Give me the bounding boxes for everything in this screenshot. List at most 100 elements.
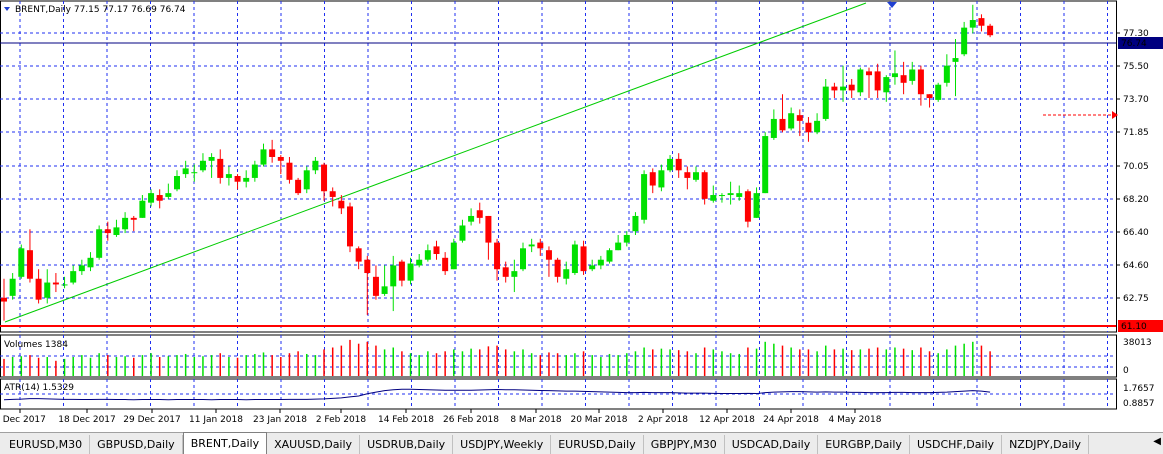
candle-body	[52, 282, 59, 285]
candle-body	[355, 248, 362, 262]
chart-tab[interactable]: EURUSD,Daily	[551, 435, 644, 454]
candle-body	[848, 84, 855, 91]
chart-tab[interactable]: GBPJPY,M30	[644, 435, 725, 454]
price-tick-label: 75.50	[1123, 62, 1149, 72]
trend-line	[4, 2, 867, 323]
chart-tab[interactable]: NZDJPY,Daily	[1002, 435, 1089, 454]
candle-body	[693, 172, 699, 180]
support-price-label: 61.10	[1121, 322, 1147, 332]
candle-body	[104, 229, 111, 234]
chart-canvas[interactable]: 77.30 75.50 73.70 71.85 70.05 68.20 66.40 64.60…	[0, 0, 1163, 432]
candle-body	[225, 174, 232, 178]
candle-body	[87, 257, 94, 268]
price-tick-label: 66.40	[1123, 228, 1149, 238]
candle-body	[909, 69, 916, 81]
chart-tab[interactable]: USDCAD,Daily	[725, 435, 819, 454]
candle-body	[762, 136, 769, 194]
chart-menu-icon	[4, 7, 10, 11]
candle-body	[338, 200, 345, 209]
candle-body	[442, 257, 449, 272]
candle-body	[900, 75, 907, 83]
time-tick-label: 12 Apr 2018	[699, 415, 755, 425]
price-tick-label: 64.60	[1123, 261, 1149, 271]
candle-body	[943, 65, 950, 83]
chart-tab[interactable]: USDRUB,Daily	[360, 435, 454, 454]
time-tick-label: 23 Jan 2018	[253, 415, 307, 425]
chart-tab[interactable]: EURGBP,Daily	[818, 435, 910, 454]
candle-body	[822, 86, 829, 119]
candle-body	[563, 269, 570, 279]
candle-body	[589, 265, 596, 270]
price-tick-label: 70.05	[1123, 162, 1149, 172]
price-tick-label: 71.85	[1123, 128, 1149, 138]
candle-body	[130, 217, 137, 220]
price-tick-label: 62.75	[1123, 294, 1149, 304]
candle-body	[537, 242, 544, 249]
candle-body	[381, 286, 388, 294]
candle-body	[260, 149, 267, 165]
time-tick-label: 11 Jan 2018	[189, 415, 243, 425]
candle-body	[494, 242, 501, 270]
candle-body	[364, 259, 371, 274]
candle-body	[303, 170, 310, 190]
support-price-tag	[1118, 320, 1163, 332]
candle-body	[433, 246, 440, 255]
candle-body	[35, 278, 42, 300]
time-tick-label: 2 Feb 2018	[316, 415, 367, 425]
price-tick-label: 73.70	[1123, 95, 1149, 105]
candle-body	[520, 248, 526, 270]
candle-body	[545, 250, 552, 260]
candle-body	[390, 265, 397, 287]
chart-tab[interactable]: XAUUSD,Daily	[267, 435, 361, 454]
candle-body	[796, 115, 803, 121]
candle-body	[329, 191, 336, 197]
candle-body	[18, 248, 25, 277]
chart-tab[interactable]: BRENT,Daily	[182, 432, 268, 454]
candle-body	[658, 170, 665, 188]
candle-body	[571, 244, 578, 274]
chart-tab[interactable]: EURUSD,M30	[2, 435, 91, 454]
atr-line	[3, 388, 991, 401]
candle-body	[554, 259, 561, 277]
candle-body	[744, 191, 751, 222]
chart-tab[interactable]: USDCHF,Daily	[910, 435, 1003, 454]
candle-body	[857, 69, 864, 93]
candle-body	[675, 158, 682, 171]
candle-body	[978, 18, 985, 26]
chart-window[interactable]: 77.30 75.50 73.70 71.85 70.05 68.20 66.40 64.60…	[0, 0, 1163, 432]
candle-body	[615, 242, 622, 251]
atr-tick-label: 1.7657	[1123, 384, 1155, 394]
candle-body	[156, 195, 163, 201]
candle-body	[398, 261, 405, 281]
candle-body	[269, 149, 276, 157]
candle-body	[295, 179, 302, 194]
atr-tick-label: 0.8857	[1123, 399, 1155, 409]
candle-body	[667, 158, 674, 171]
candle-body	[770, 118, 777, 138]
candle-body	[935, 84, 942, 100]
arrow-left-icon[interactable]: ◀	[1153, 436, 1161, 447]
candle-body	[148, 193, 155, 203]
time-tick-label: 29 Dec 2017	[123, 415, 181, 425]
candle-body	[831, 86, 838, 91]
candle-body	[718, 195, 725, 197]
candle-body	[623, 234, 630, 243]
arrow-right-icon	[1112, 111, 1118, 119]
symbol-header: BRENT,Daily 77.15 77.17 76.69 76.74	[15, 5, 186, 15]
time-tick-label: 8 Mar 2018	[510, 415, 562, 425]
time-tick-label: 6 Dec 2017	[0, 415, 46, 425]
chart-tab[interactable]: USDJPY,Weekly	[453, 435, 552, 454]
chart-tab[interactable]: GBPUSD,Daily	[90, 435, 183, 454]
candle-body	[788, 113, 795, 129]
time-tick-label: 26 Feb 2018	[443, 415, 499, 425]
candle-body	[805, 122, 812, 133]
candle-body	[528, 244, 535, 247]
candle-body	[424, 250, 431, 260]
candle-body	[277, 156, 284, 161]
candle-body	[182, 168, 189, 175]
candle-body	[243, 177, 250, 182]
candle-body	[199, 160, 206, 171]
candle-body	[917, 69, 924, 95]
price-tick-label: 68.20	[1123, 195, 1149, 205]
time-tick-label: 4 May 2018	[829, 415, 882, 425]
